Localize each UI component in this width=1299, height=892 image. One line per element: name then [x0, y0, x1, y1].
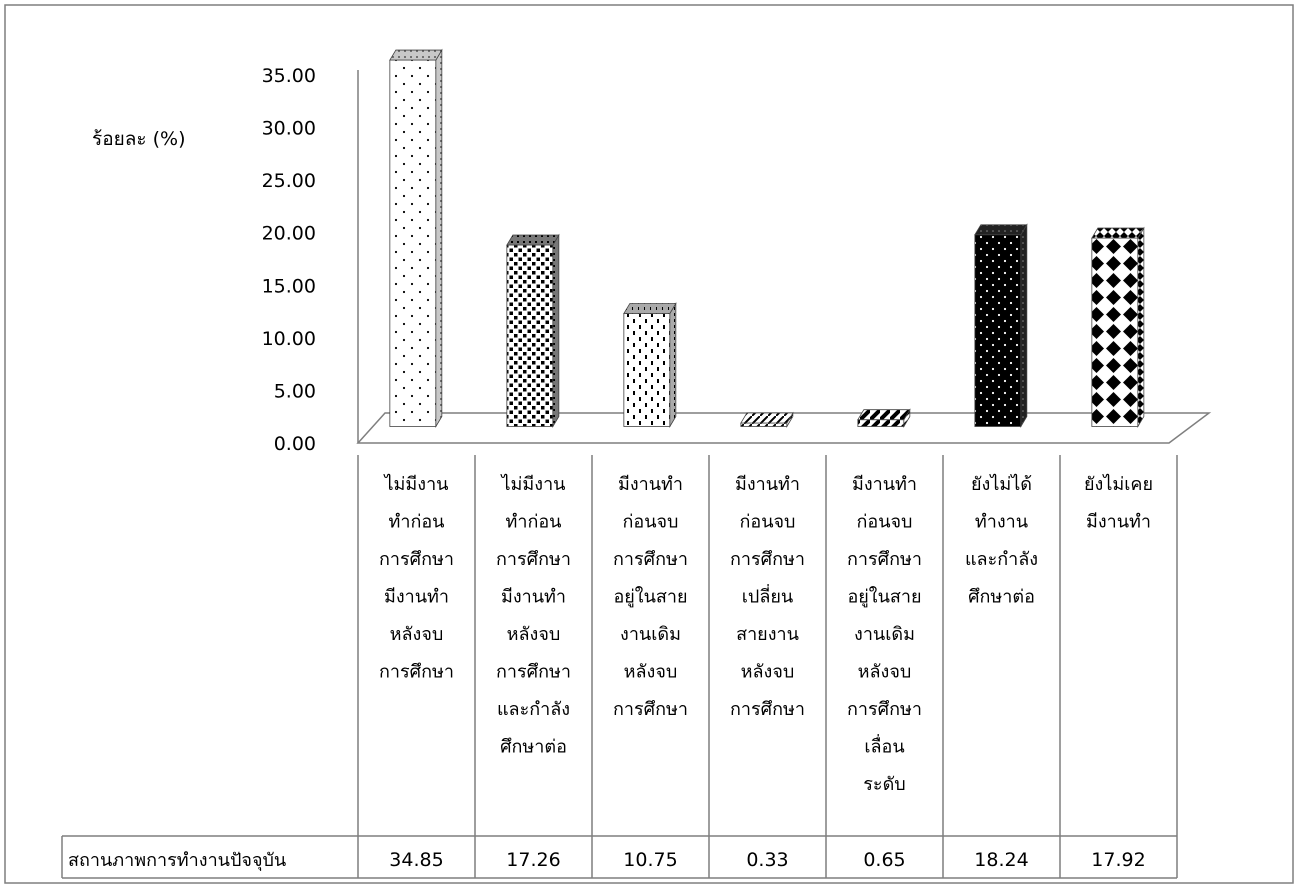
category-label: มีงานทำก่อนจบการศึกษาอยู่ในสายงานเดิมหลั… [847, 474, 922, 795]
bar-top [857, 409, 911, 421]
y-tick-label: 10.00 [262, 328, 316, 350]
y-tick-label: 35.00 [262, 65, 316, 87]
bar-front [389, 59, 437, 427]
bar-top [389, 49, 443, 61]
data-label: 0.65 [863, 849, 905, 871]
bar-side [1137, 226, 1145, 428]
y-tick-label: 20.00 [262, 223, 316, 245]
bar [389, 48, 443, 428]
bar-side [435, 48, 443, 428]
y-axis-label: ร้อยละ (%) [92, 128, 186, 150]
category-label: มีงานทำก่อนจบการศึกษาเปลี่ยนสายงานหลังจบ… [730, 474, 805, 720]
category-label: ยังไม่ได้ทำงานและกำลังศึกษาต่อ [965, 473, 1038, 608]
category-label: ไม่มีงานทำก่อนการศึกษามีงานทำหลังจบการศึ… [379, 473, 454, 683]
data-label: 34.85 [389, 849, 443, 871]
bar-front [974, 234, 1022, 427]
data-label: 18.24 [974, 849, 1028, 871]
chart-floor [356, 412, 1212, 444]
bar [506, 233, 560, 428]
y-tick-label: 25.00 [262, 170, 316, 192]
y-tick-labels: 0.00 5.00 10.00 15.00 20.00 25.00 30.00 35.00 [262, 65, 316, 455]
bar [974, 223, 1028, 428]
y-tick-label: 5.00 [274, 380, 316, 402]
data-label: 10.75 [623, 849, 677, 871]
bar-side [552, 233, 560, 428]
bar [857, 408, 911, 428]
y-tick-label: 30.00 [262, 118, 316, 140]
bars [389, 48, 1145, 428]
bar-side [669, 302, 677, 428]
bar [623, 302, 677, 428]
bar-front [623, 313, 671, 427]
category-label: ยังไม่เคยมีงานทำ [1084, 473, 1153, 533]
bar-top [623, 303, 677, 314]
bar-top [974, 224, 1028, 236]
bar-side [1020, 223, 1028, 428]
bar-front [1091, 237, 1139, 427]
y-tick-label: 0.00 [274, 433, 316, 455]
bar-top [740, 412, 794, 424]
data-label: 0.33 [746, 849, 788, 871]
y-tick-label: 15.00 [262, 275, 316, 297]
bar [1091, 226, 1145, 428]
category-label: มีงานทำก่อนจบการศึกษาอยู่ในสายงานเดิมหลั… [613, 474, 688, 720]
category-label: ไม่มีงานทำก่อนการศึกษามีงานทำหลังจบการศึ… [496, 473, 571, 758]
chart-border [4, 4, 1294, 884]
data-table: ไม่มีงานทำก่อนการศึกษามีงานทำหลังจบการศึ… [61, 455, 1178, 879]
bar-front [740, 422, 788, 427]
bar-top [506, 234, 560, 246]
data-label: 17.92 [1091, 849, 1145, 871]
bar-front [857, 419, 905, 427]
bar-top [1091, 227, 1145, 239]
bar [740, 411, 794, 428]
data-label: 17.26 [506, 849, 560, 871]
axes [356, 70, 1212, 444]
table-row-label: สถานภาพการทำงานปัจจุบัน [68, 850, 286, 871]
bar-front [506, 244, 554, 427]
